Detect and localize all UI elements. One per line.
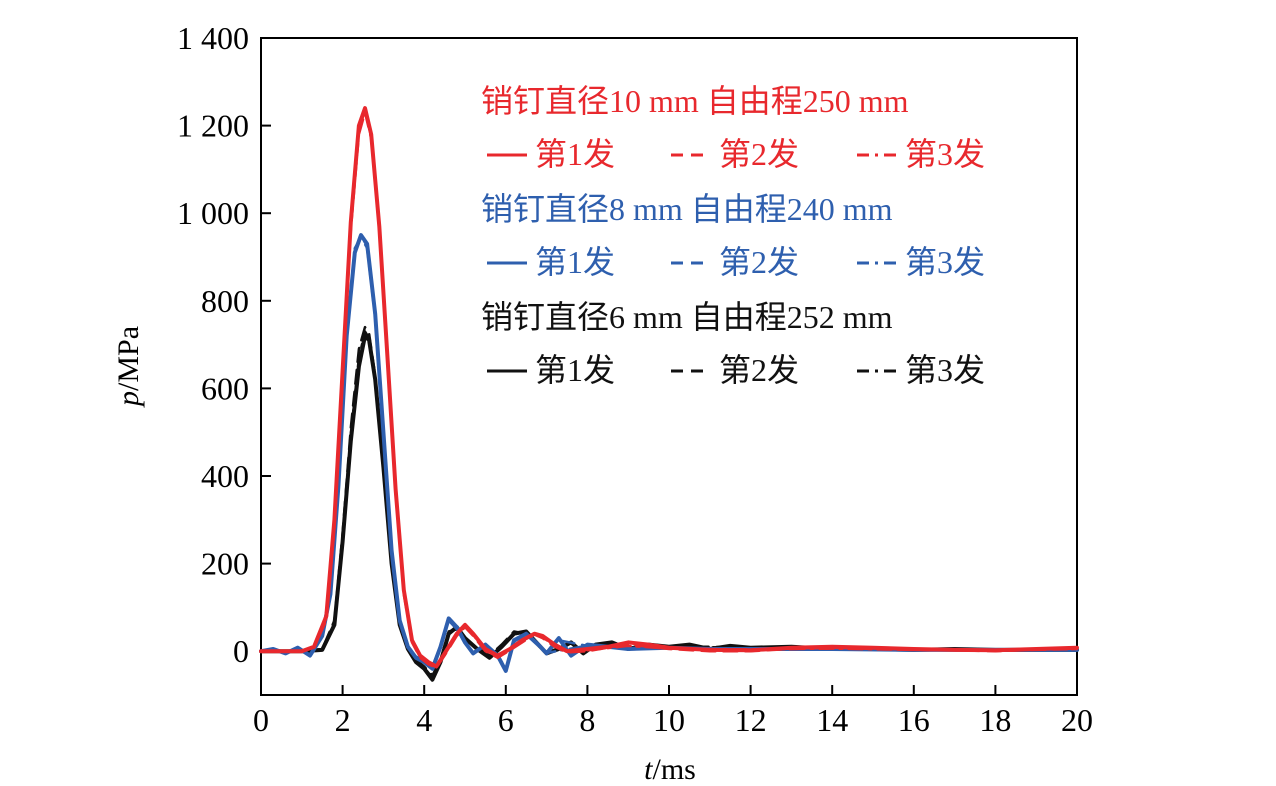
x-tick-label: 18	[979, 702, 1011, 738]
legend-entry-label: 第1发	[535, 352, 615, 388]
x-axis-label: t/ms	[644, 753, 696, 786]
legend-entry-label: 第1发	[535, 136, 615, 172]
x-tick-label: 2	[335, 702, 351, 738]
x-axis-ticks: 0 2 4 6 8 10 12 14 16 18 20	[253, 685, 1093, 738]
x-tick-label: 20	[1061, 702, 1093, 738]
y-tick-label: 200	[201, 546, 249, 582]
series-layer	[259, 106, 1079, 682]
legend-entry-label: 第3发	[905, 244, 985, 280]
x-tick-label: 4	[416, 702, 432, 738]
legend-entry-label: 第2发	[719, 352, 799, 388]
y-axis-label: p/MPa	[112, 326, 145, 408]
y-tick-label: 1 200	[177, 108, 249, 144]
x-tick-label: 10	[653, 702, 685, 738]
legend-header: 销钉直径10 mm 自由程250 mm	[481, 83, 909, 119]
legend-entry-label: 第2发	[719, 244, 799, 280]
x-tick-label: 14	[816, 702, 848, 738]
x-tick-label: 0	[253, 702, 269, 738]
legend-header: 销钉直径6 mm 自由程252 mm	[481, 299, 893, 335]
y-tick-label: 0	[233, 633, 249, 669]
y-tick-label: 1 000	[177, 195, 249, 231]
series-line-g0-shot1	[259, 106, 1079, 669]
x-tick-label: 8	[579, 702, 595, 738]
legend-entry-label: 第2发	[719, 136, 799, 172]
x-tick-label: 16	[898, 702, 930, 738]
legend-entry-label: 第3发	[905, 136, 985, 172]
y-tick-label: 1 400	[177, 20, 249, 56]
x-tick-label: 12	[735, 702, 767, 738]
x-axis-label-unit: /ms	[652, 753, 695, 786]
y-tick-label: 800	[201, 283, 249, 319]
legend-header: 销钉直径8 mm 自由程240 mm	[481, 191, 893, 227]
legend-entry-label: 第1发	[535, 244, 615, 280]
y-axis-label-var: p	[112, 391, 145, 408]
legend-entry-label: 第3发	[905, 352, 985, 388]
y-axis-ticks: 0 200 400 600 800 1 000 1 200 1 400	[177, 20, 271, 669]
y-axis-label-unit: /MPa	[112, 326, 145, 391]
x-axis-label-var: t	[644, 753, 653, 786]
x-tick-label: 6	[498, 702, 514, 738]
y-tick-label: 600	[201, 370, 249, 406]
y-tick-label: 400	[201, 458, 249, 494]
